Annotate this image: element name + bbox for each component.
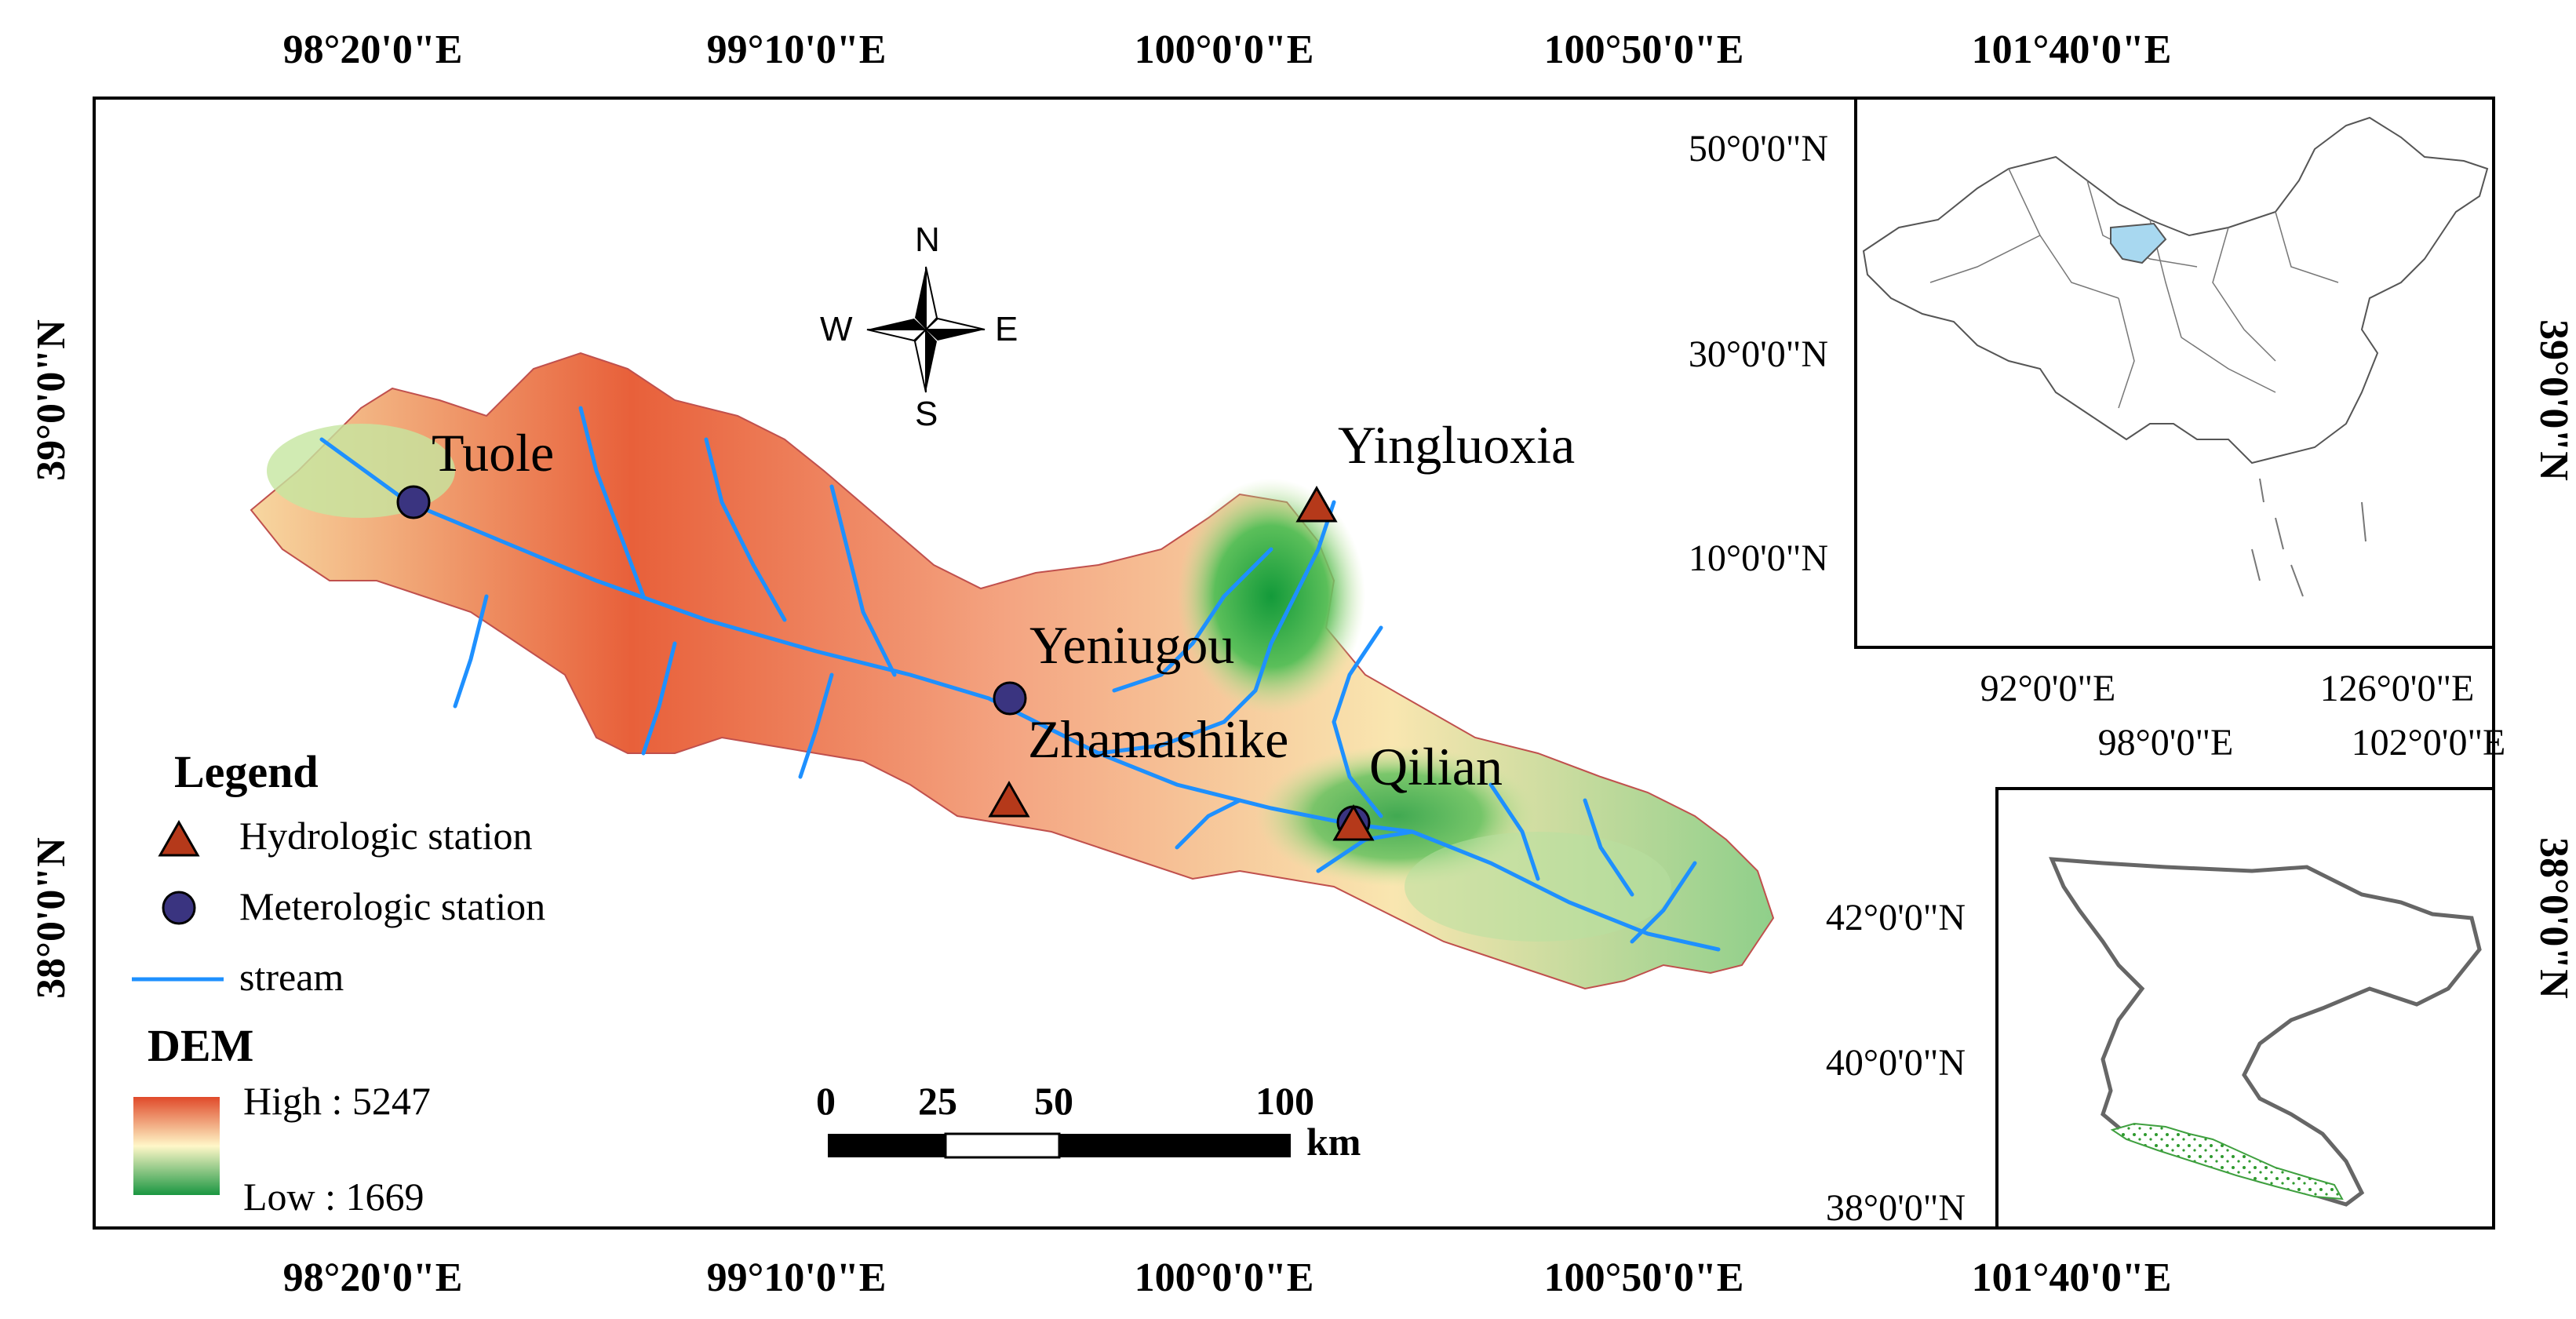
dem-low-label: Low : 1669: [243, 1175, 424, 1219]
dem-legend-title: DEM: [148, 1020, 253, 1071]
hrb-lat-tick: 42°0'0"N: [1826, 897, 1966, 938]
basin-outline: [2049, 857, 2482, 1207]
dem-color-ramp: [133, 1097, 220, 1195]
hydrologic-station-marker: [1295, 485, 1338, 523]
china-lon-tick: 98°0'0"E: [2098, 722, 2234, 763]
left-latitude-ticks: 39°0'0"N 38°0'0"N: [29, 319, 74, 999]
right-tick: 38°0'0"N: [2531, 837, 2576, 999]
main-map-frame: [93, 97, 2495, 1230]
legend-meteorologic-symbol: [162, 891, 196, 925]
china-inset: 50°0'0"N 30°0'0"N 10°0'0"N 92°0'0"E 126°…: [1689, 97, 2506, 763]
station-yeniugou: Yeniugou: [993, 615, 1234, 716]
station-label: Yingluoxia: [1338, 415, 1575, 475]
station-yingluoxia: Yingluoxia: [1295, 415, 1575, 523]
compass-east-label: E: [995, 310, 1018, 348]
bottom-tick: 100°0'0"E: [1135, 1255, 1314, 1300]
scale-label-50: 50: [1034, 1079, 1073, 1123]
stream-network: [319, 406, 1721, 952]
hydrologic-station-marker: [1332, 803, 1375, 841]
compass-south-label: S: [915, 395, 938, 433]
meteorologic-station-marker: [993, 681, 1027, 716]
legend-hydrologic-symbol: [158, 819, 200, 857]
legend-hydrologic-label: Hydrologic station: [239, 814, 533, 858]
china-lat-tick: 50°0'0"N: [1689, 128, 1828, 169]
left-tick: 38°0'0"N: [29, 837, 74, 999]
station-qilian: Qilian: [1332, 737, 1503, 841]
china-lon-tick: 126°0'0"E: [2320, 668, 2475, 709]
bottom-longitude-ticks: 98°20'0"E 99°10'0"E 100°0'0"E 100°50'0"E…: [283, 1255, 2172, 1300]
china-lon-tick: 92°0'0"E: [1980, 668, 2116, 709]
scale-bar: 0 25 50 100 km: [816, 1079, 1361, 1164]
station-label: Yeniugou: [1029, 615, 1234, 675]
legend-stream-label: stream: [239, 955, 344, 999]
dem-high-label: High : 5247: [243, 1079, 431, 1123]
top-tick: 98°20'0"E: [283, 27, 463, 72]
hydrologic-station-marker: [988, 780, 1030, 818]
legend: Legend Hydrologic station Meterologic st…: [132, 746, 545, 1219]
top-tick: 99°10'0"E: [707, 27, 887, 72]
scale-unit: km: [1306, 1120, 1361, 1164]
bottom-tick: 98°20'0"E: [283, 1255, 463, 1300]
scale-label-0: 0: [816, 1079, 836, 1123]
right-latitude-ticks: 39°0'0"N 38°0'0"N: [2531, 319, 2576, 999]
station-label: Tuole: [432, 423, 554, 483]
station-label: Qilian: [1369, 737, 1503, 796]
meteorologic-station-marker: [396, 485, 431, 519]
left-tick: 39°0'0"N: [29, 319, 74, 481]
china-lat-tick: 10°0'0"N: [1689, 537, 1828, 579]
legend-title: Legend: [174, 746, 319, 797]
top-longitude-ticks: 98°20'0"E 99°10'0"E 100°0'0"E 100°50'0"E…: [283, 27, 2172, 72]
bottom-tick: 100°50'0"E: [1544, 1255, 1744, 1300]
legend-meteorologic-label: Meterologic station: [239, 884, 545, 928]
scale-label-25: 25: [918, 1079, 957, 1123]
scale-label-100: 100: [1255, 1079, 1314, 1123]
hrb-inset: 42°0'0"N 40°0'0"N 38°0'0"N: [1826, 787, 2495, 1230]
top-tick: 100°50'0"E: [1544, 27, 1744, 72]
china-lon-tick: 102°0'0"E: [2352, 722, 2506, 763]
station-label: Zhamashike: [1028, 709, 1288, 769]
top-tick: 101°40'0"E: [1972, 27, 2172, 72]
highlighted-region: [2110, 222, 2167, 264]
china-lat-tick: 30°0'0"N: [1689, 333, 1828, 375]
upstream-basin-highlight: [2110, 1122, 2344, 1201]
south-china-sea-islands: [2251, 478, 2366, 597]
hrb-lat-tick: 38°0'0"N: [1826, 1187, 1966, 1229]
station-zhamashike: Zhamashike: [988, 709, 1288, 818]
compass-west-label: W: [820, 310, 853, 348]
compass-north-label: N: [915, 220, 940, 259]
north-arrow: N S W E: [820, 220, 1018, 433]
bottom-tick: 101°40'0"E: [1972, 1255, 2172, 1300]
hrb-lat-tick: 40°0'0"N: [1826, 1042, 1966, 1084]
station-tuole: Tuole: [396, 423, 554, 519]
top-tick: 100°0'0"E: [1135, 27, 1314, 72]
bottom-tick: 99°10'0"E: [707, 1255, 887, 1300]
right-tick: 39°0'0"N: [2531, 319, 2576, 481]
